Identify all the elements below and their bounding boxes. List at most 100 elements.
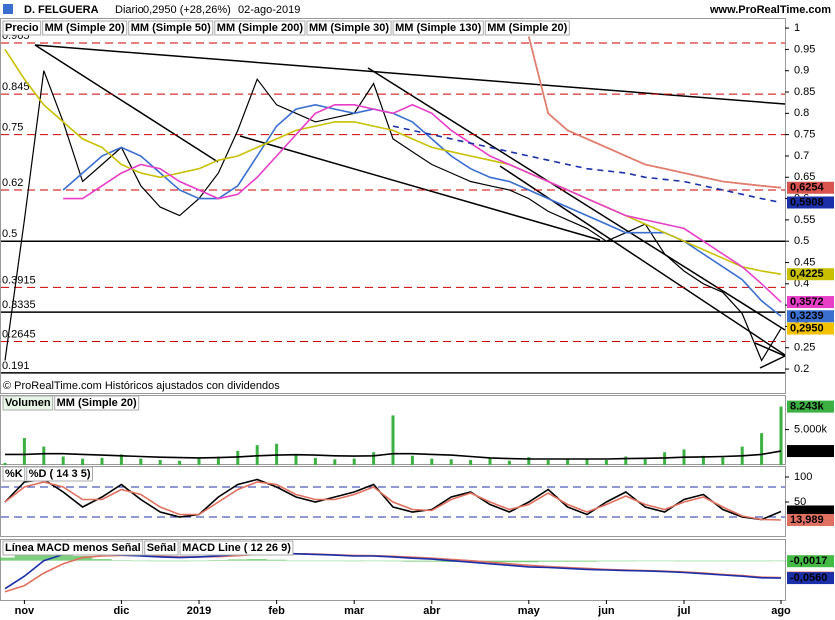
- value-label: 13,989: [790, 514, 824, 526]
- series-line: [392, 125, 782, 204]
- histogram-bar: [557, 560, 578, 562]
- histogram-bar: [383, 560, 403, 562]
- bar: [779, 406, 783, 465]
- bar: [430, 458, 434, 465]
- histogram-bar: [422, 560, 442, 562]
- value-label-box: [787, 296, 834, 309]
- histogram-bar: [14, 551, 35, 561]
- legend-box: [54, 395, 140, 411]
- histogram-bar: [499, 560, 520, 563]
- legend-box: [144, 540, 179, 556]
- bar: [236, 450, 240, 465]
- x-tick-label: mar: [344, 605, 365, 617]
- bar: [585, 458, 589, 465]
- bar: [333, 459, 337, 465]
- histogram-bar: [771, 560, 791, 562]
- bar: [119, 454, 123, 465]
- histogram-bar: [169, 560, 190, 562]
- y-tick-label: 0.75: [794, 129, 815, 141]
- histogram-bar: [111, 560, 132, 561]
- bar: [624, 456, 628, 465]
- bar: [760, 433, 764, 465]
- series-line: [4, 481, 782, 521]
- x-tick-label: abr: [423, 605, 441, 617]
- bar: [507, 460, 511, 465]
- legend-entry: MM (Simple 30): [309, 22, 389, 34]
- value-label: 1.969k: [790, 445, 825, 457]
- legend-entry: %D ( 14 3 5): [29, 468, 91, 480]
- value-label-box: [787, 555, 834, 568]
- series-line: [4, 478, 782, 521]
- value-label-box: [787, 196, 834, 209]
- y-tick-label: 0.9: [794, 65, 809, 77]
- histogram-bar: [247, 559, 267, 561]
- legend-box: [484, 20, 570, 36]
- bar: [22, 438, 26, 465]
- histogram-bar: [131, 560, 151, 562]
- trend-lines: [34, 44, 786, 369]
- legend-box: [392, 20, 484, 36]
- bar: [527, 457, 531, 465]
- histogram-bar: [596, 560, 617, 562]
- legend-entry: MM (Simple 20): [487, 22, 567, 34]
- histogram-bar: [674, 560, 694, 562]
- period: Diario: [115, 4, 144, 16]
- bar: [604, 460, 608, 465]
- value-label: 0,3572: [790, 296, 824, 308]
- histogram-bar: [538, 560, 558, 562]
- date: 02-ago-2019: [238, 4, 300, 16]
- bar: [139, 458, 143, 465]
- series-line: [4, 552, 782, 590]
- bar: [449, 459, 453, 465]
- histogram-bar: [519, 560, 539, 563]
- plot-layer: 0.9650.8450.750.620.50.39150.33350.26450…: [0, 20, 834, 617]
- y-tick-label: 0.8: [794, 107, 809, 119]
- bar: [61, 456, 65, 465]
- value-label-box: [787, 572, 834, 585]
- y-tick-label: 0.25: [794, 342, 815, 354]
- value-label: 0,5908: [790, 196, 824, 208]
- histogram-bar: [751, 560, 772, 562]
- legend-box: [128, 20, 214, 36]
- value-label-box: [787, 445, 834, 458]
- bar: [488, 458, 492, 465]
- y-tick-label: 0.45: [794, 256, 815, 268]
- level-label: 0.191: [2, 360, 30, 372]
- legend-box: [2, 540, 144, 556]
- series-line: [62, 103, 782, 317]
- histogram-bar: [344, 560, 364, 562]
- value-label-box: [787, 268, 834, 281]
- bar: [3, 462, 7, 465]
- histogram-bar: [189, 560, 209, 562]
- bar: [216, 456, 220, 465]
- bar: [178, 460, 182, 465]
- histogram-bar: [208, 560, 229, 561]
- bar: [643, 457, 647, 465]
- legend-entry: MM (Simple 200): [217, 22, 304, 34]
- histogram-bar: [732, 560, 752, 562]
- x-tick-label: jun: [597, 605, 615, 617]
- x-tick-label: nov: [15, 605, 35, 617]
- level-label: 0.5: [2, 228, 17, 240]
- histogram-bar: [577, 560, 597, 562]
- bar: [197, 458, 201, 465]
- histogram-bar: [228, 559, 248, 561]
- y-tick-label: 0.85: [794, 86, 815, 98]
- bar: [372, 452, 376, 465]
- bar: [158, 460, 162, 465]
- series-line: [528, 36, 782, 189]
- value-label-box: [787, 400, 834, 413]
- bar: [410, 455, 414, 465]
- value-label-box: [787, 310, 834, 323]
- level-label: 0.2645: [2, 328, 36, 340]
- bar: [701, 455, 705, 465]
- y-tick-label: 0.55: [794, 214, 815, 226]
- histogram-bar: [713, 560, 733, 562]
- bar: [469, 460, 473, 465]
- value-label: 0,3239: [790, 310, 824, 322]
- value-label: 0,4225: [790, 268, 824, 280]
- y-tick-label: 0.95: [794, 43, 815, 55]
- x-tick-label: may: [518, 605, 541, 617]
- bar: [42, 446, 46, 465]
